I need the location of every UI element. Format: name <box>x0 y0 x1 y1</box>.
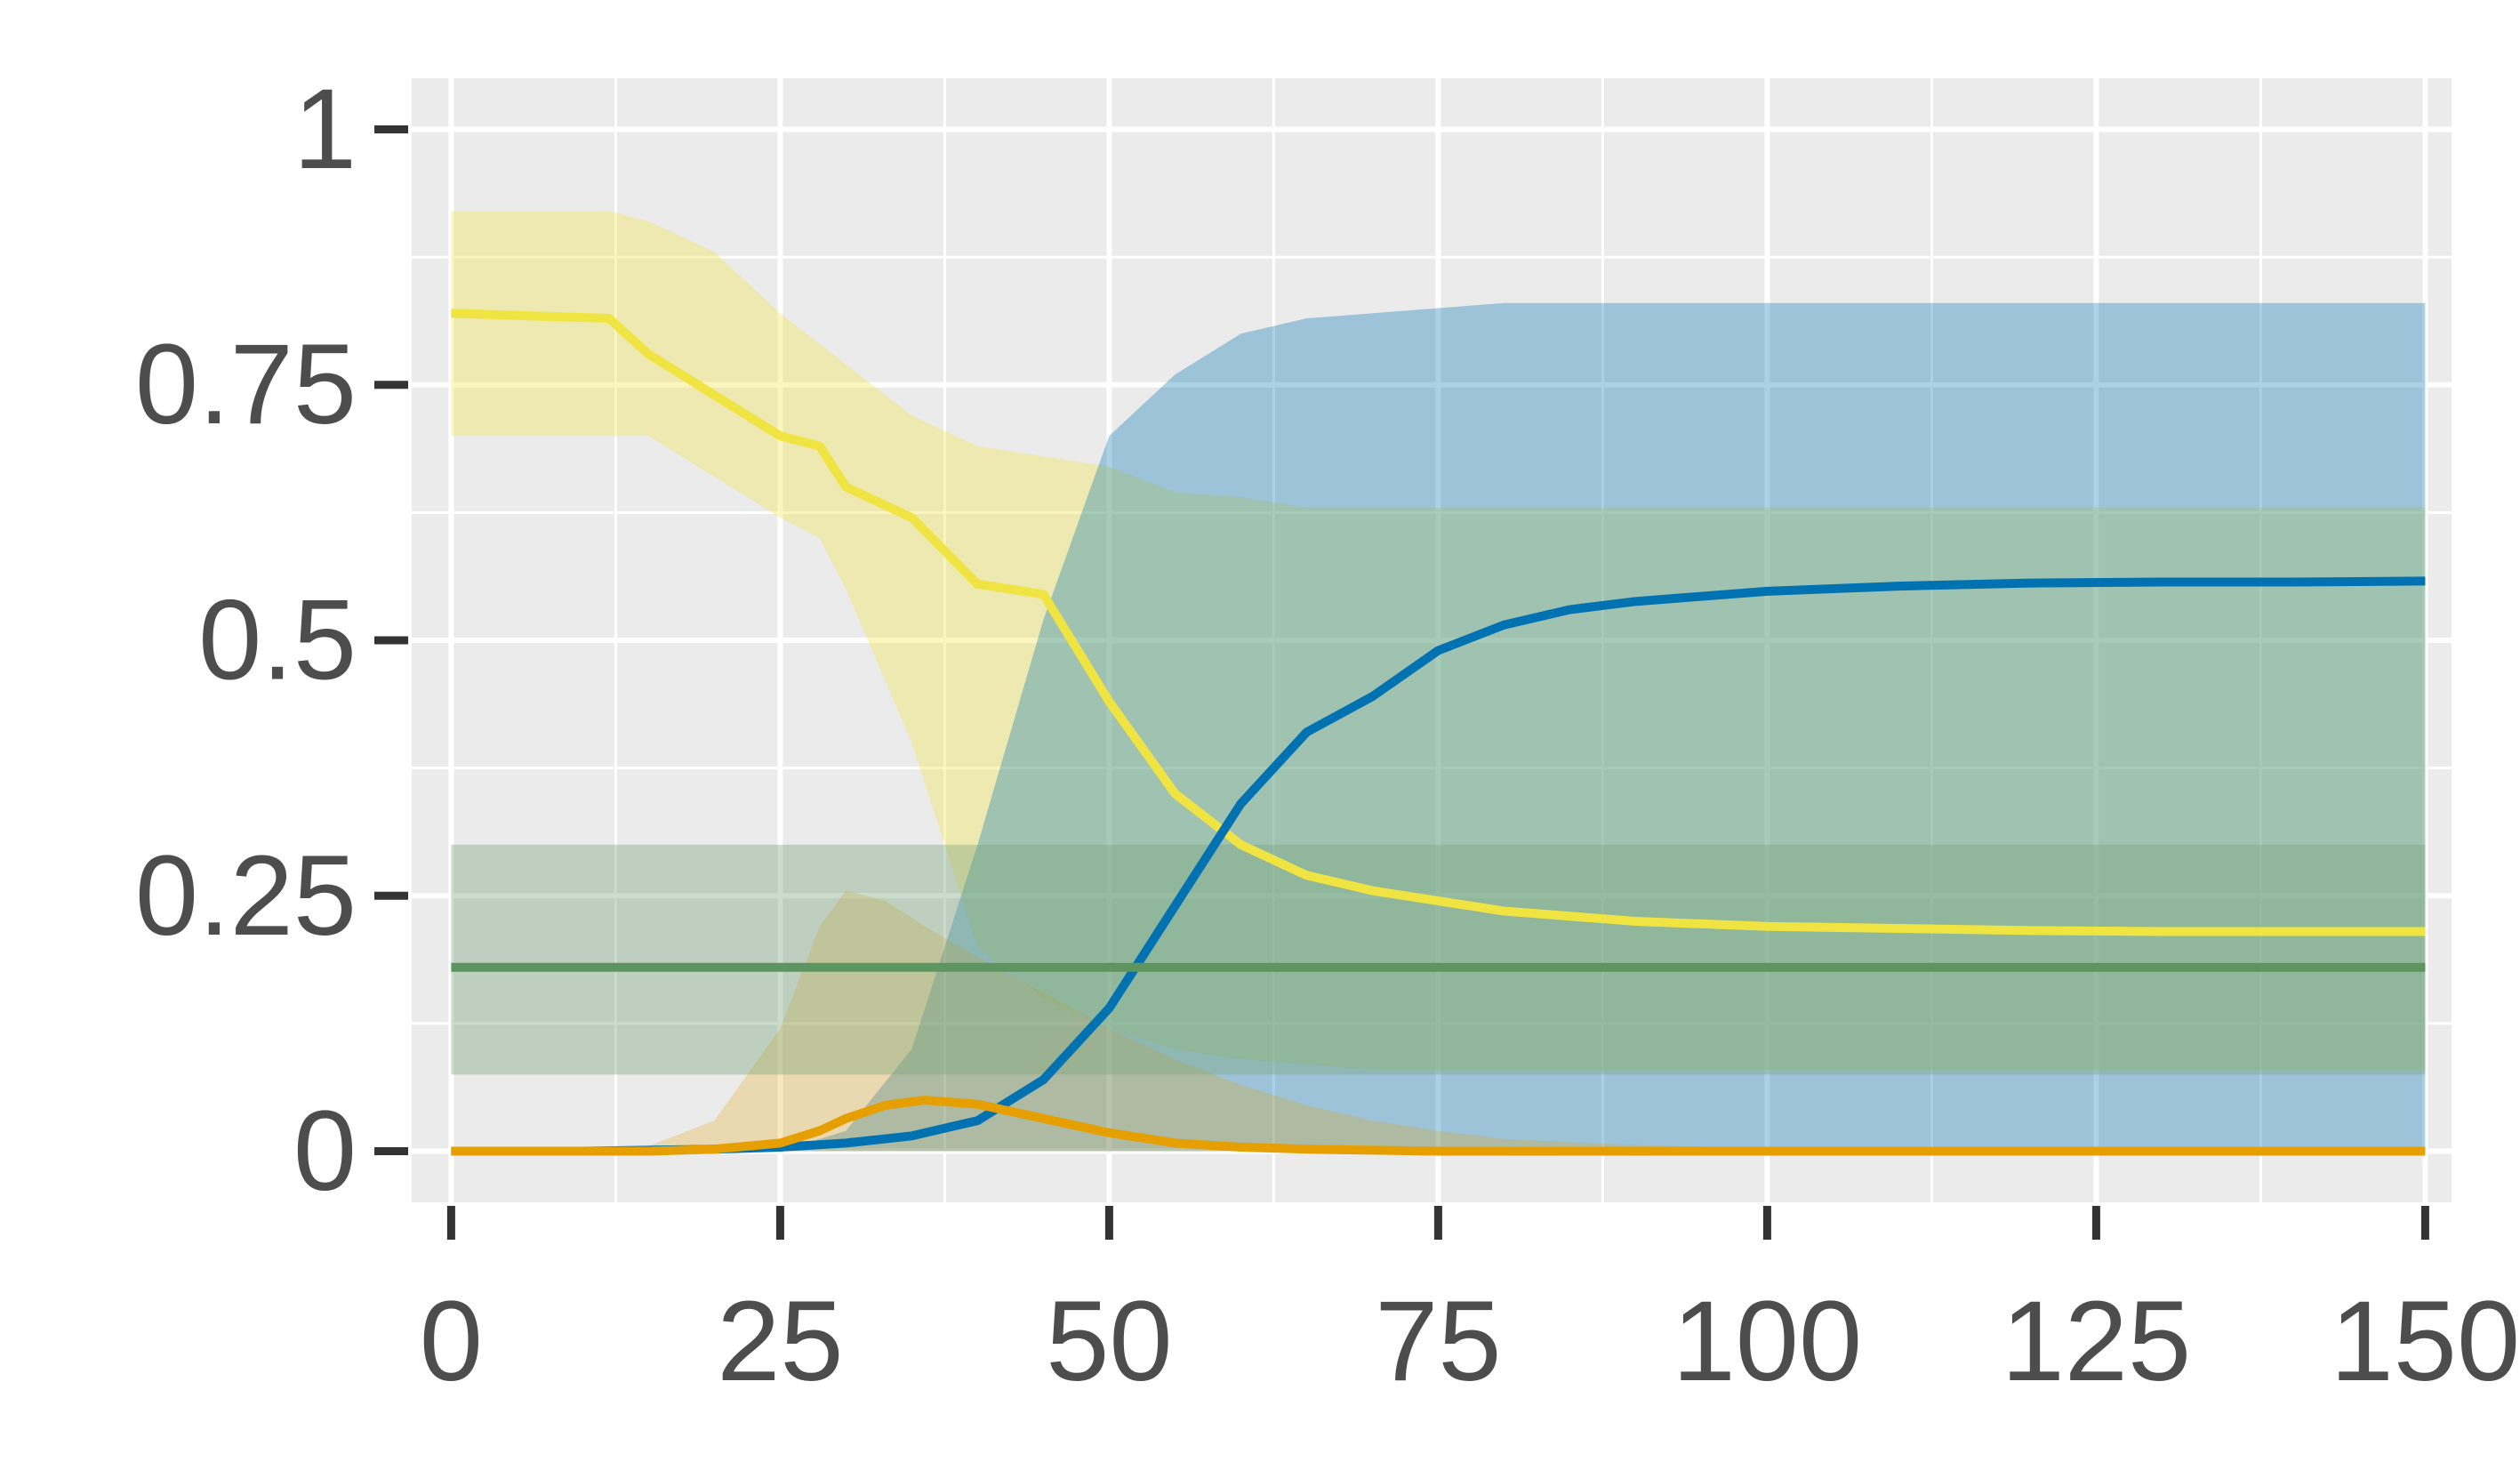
x-tick-label: 50 <box>1046 1278 1172 1405</box>
x-tick-label: 150 <box>2331 1278 2520 1405</box>
series-lines <box>451 309 2426 1156</box>
series-2-line <box>451 576 2426 1156</box>
x-tick-label: 25 <box>717 1278 843 1405</box>
y-tick-label: 0.75 <box>135 321 357 448</box>
y-tick-label: 0 <box>293 1088 357 1215</box>
y-tick-label: 1 <box>293 66 357 193</box>
series-1-band <box>451 211 2426 1070</box>
grid-minor <box>412 78 2452 1202</box>
x-tick-label: 125 <box>2002 1278 2192 1405</box>
y-tick-label: 0.5 <box>198 577 357 704</box>
series-1-line <box>451 309 2426 936</box>
series-3-band <box>451 890 2426 1152</box>
y-axis-labels: 0 0.25 0.5 0.75 1 <box>135 66 357 1215</box>
x-tick-label: 0 <box>420 1278 483 1405</box>
series-4-band <box>451 844 2426 1075</box>
x-axis-labels: 0 25 50 75 100 125 150 <box>420 1278 2520 1405</box>
series-3-line <box>451 1096 2426 1156</box>
x-tick-label: 100 <box>1673 1278 1863 1405</box>
confidence-bands <box>451 211 2426 1152</box>
series-2-band <box>451 302 2426 1152</box>
x-tick-label: 75 <box>1375 1278 1501 1405</box>
y-tick-label: 0.25 <box>135 832 357 960</box>
axis-ticks <box>374 125 2429 1240</box>
